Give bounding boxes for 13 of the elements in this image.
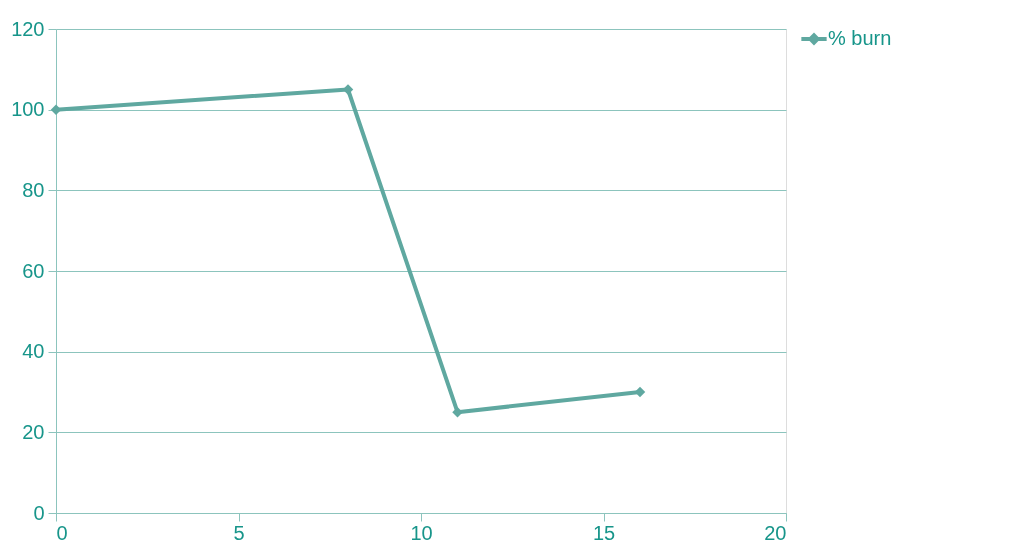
y-tick-label: 60 xyxy=(22,259,45,282)
x-tick-label: 5 xyxy=(233,521,245,544)
y-tick-label: 100 xyxy=(11,98,45,121)
y-tick-label: 40 xyxy=(22,340,45,363)
x-tick-label: 0 xyxy=(56,521,68,544)
x-tick-label: 20 xyxy=(764,521,787,544)
legend-label: % burn xyxy=(828,27,892,49)
y-tick-label: 20 xyxy=(22,420,45,443)
x-tick-label: 15 xyxy=(592,521,616,544)
y-tick-label: 120 xyxy=(11,17,45,40)
y-tick-label: 0 xyxy=(33,501,45,524)
y-tick-label: 80 xyxy=(22,178,45,201)
x-tick-label: 10 xyxy=(410,521,433,544)
